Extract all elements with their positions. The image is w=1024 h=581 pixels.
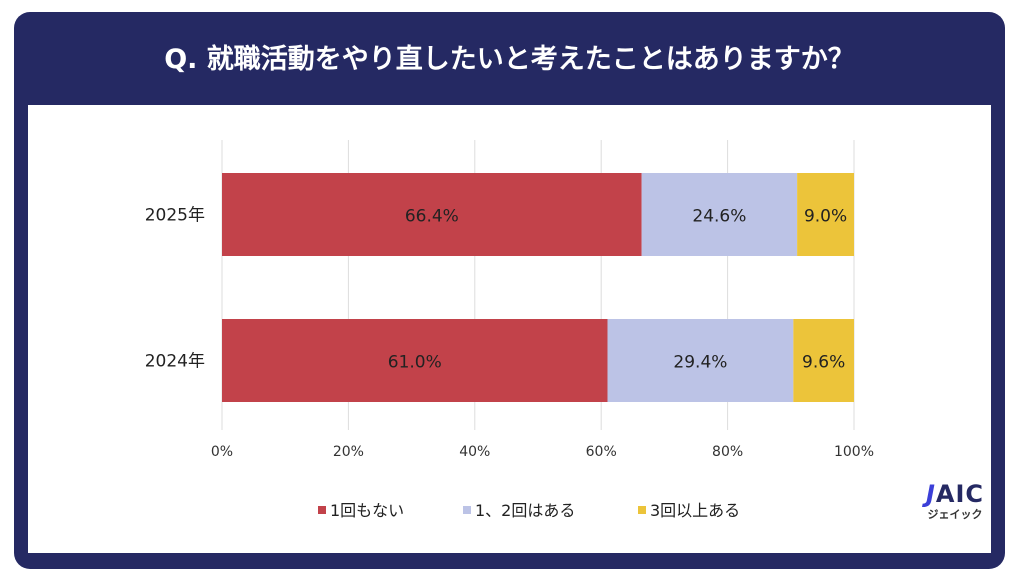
x-tick-label: 60%: [586, 444, 617, 460]
bar-segment: [607, 319, 794, 402]
legend-label: 1回もない: [330, 501, 404, 520]
x-tick-label: 100%: [834, 444, 874, 460]
chart-title: Q. 就職活動をやり直したいと考えたことはありますか？: [164, 44, 855, 75]
x-tick-label: 0%: [211, 444, 233, 460]
data-label: 9.6%: [802, 353, 845, 373]
data-label: 29.4%: [673, 353, 727, 373]
legend-label: 1、2回はある: [475, 501, 575, 520]
bar-segment: [793, 319, 854, 402]
legend-swatch: [638, 506, 646, 514]
x-tick-label: 80%: [712, 444, 743, 460]
legend-label: 3回以上ある: [650, 501, 740, 520]
legend-swatch: [463, 506, 471, 514]
data-label: 24.6%: [692, 207, 746, 227]
jaic-logo: JAIC ジェイック: [925, 480, 985, 521]
legend-swatch: [318, 506, 326, 514]
data-label: 61.0%: [388, 353, 442, 373]
x-tick-label: 40%: [459, 444, 490, 460]
data-label: 9.0%: [804, 207, 847, 227]
category-label: 2024年: [145, 352, 205, 372]
category-label: 2025年: [145, 206, 205, 226]
data-label: 66.4%: [405, 207, 459, 227]
bar-segment: [222, 319, 608, 402]
bar-segment: [641, 173, 798, 256]
x-tick-label: 20%: [333, 444, 364, 460]
bar-segment: [797, 173, 854, 256]
bar-segment: [222, 173, 642, 256]
